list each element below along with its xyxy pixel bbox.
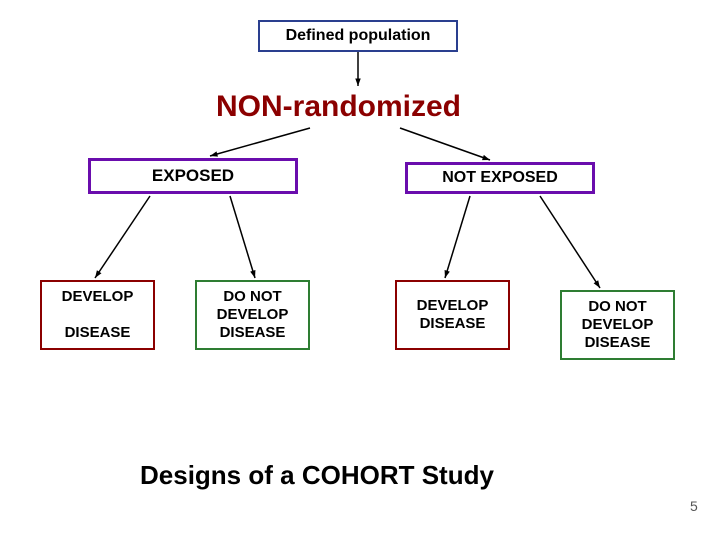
- develop-disease-left-box: DEVELOP DISEASE: [40, 280, 155, 350]
- not-exposed-text: NOT EXPOSED: [442, 168, 558, 187]
- do-not-develop-right-line3: DISEASE: [585, 334, 651, 351]
- defined-population-text: Defined population: [286, 26, 431, 45]
- page-title: Designs of a COHORT Study: [140, 460, 494, 491]
- do-not-develop-left-line3: DISEASE: [220, 324, 286, 341]
- arrows-layer: [0, 0, 720, 540]
- defined-population-box: Defined population: [258, 20, 458, 52]
- do-not-develop-right-line2: DEVELOP: [582, 316, 654, 333]
- do-not-develop-left-box: DO NOT DEVELOP DISEASE: [195, 280, 310, 350]
- not-exposed-box: NOT EXPOSED: [405, 162, 595, 194]
- develop-disease-right-line1: DEVELOP: [417, 297, 489, 314]
- non-randomized-label: NON-randomized: [216, 90, 461, 124]
- develop-disease-right-box: DEVELOP DISEASE: [395, 280, 510, 350]
- page-title-text: Designs of a COHORT Study: [140, 460, 494, 490]
- do-not-develop-right-line1: DO NOT: [588, 298, 646, 315]
- develop-disease-left-line2: DISEASE: [65, 324, 131, 341]
- develop-disease-right-line2: DISEASE: [420, 315, 486, 332]
- non-randomized-text: NON-randomized: [216, 90, 461, 123]
- exposed-text: EXPOSED: [152, 166, 234, 186]
- develop-disease-left-line1: DEVELOP: [62, 288, 134, 305]
- page-number-text: 5: [690, 498, 698, 514]
- exposed-box: EXPOSED: [88, 158, 298, 194]
- page-number: 5: [690, 498, 698, 514]
- do-not-develop-right-box: DO NOT DEVELOP DISEASE: [560, 290, 675, 360]
- do-not-develop-left-line2: DEVELOP: [217, 306, 289, 323]
- do-not-develop-left-line1: DO NOT: [223, 288, 281, 305]
